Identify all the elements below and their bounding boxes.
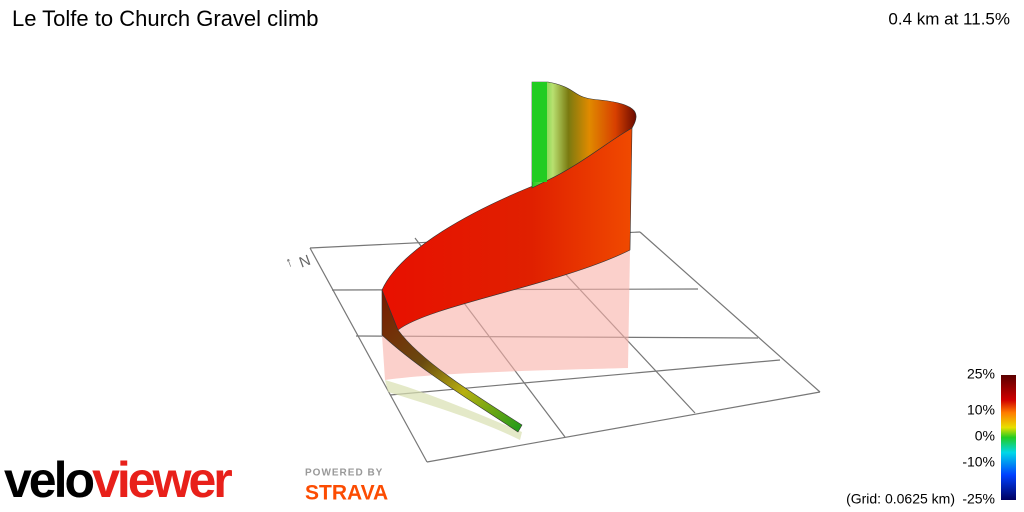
- shadow-tail: [385, 380, 522, 440]
- scale-label: 10%: [967, 402, 995, 418]
- north-label: N: [297, 252, 313, 272]
- scale-label: -10%: [962, 454, 995, 470]
- svg-text:↑: ↑: [283, 253, 295, 270]
- logo-dark: velo: [4, 452, 94, 508]
- scale-label: 0%: [975, 428, 995, 444]
- strava-logo: STRAVA: [305, 482, 388, 505]
- shadow: [382, 250, 630, 380]
- scale-label: -25%: [962, 491, 995, 507]
- logo-red: viewer: [92, 452, 232, 508]
- powered-by: POWERED BY: [305, 468, 383, 479]
- branding: veloviewer POWERED BY STRAVA: [4, 452, 388, 508]
- scale-label: 25%: [967, 366, 995, 382]
- summary: 0.4 km at 11.5%: [888, 9, 1010, 28]
- logo: veloviewer: [4, 452, 232, 508]
- ribbon-top: [531, 81, 637, 189]
- title: Le Tolfe to Church Gravel climb: [12, 6, 319, 31]
- ribbon-start: [532, 82, 547, 182]
- compass: N ↑: [283, 252, 313, 272]
- grid-note: (Grid: 0.0625 km): [846, 491, 955, 507]
- color-bar: [1001, 375, 1016, 500]
- ribbon-lower: [381, 289, 523, 433]
- gradient-scale: 25% 10% 0% -10% -25% (Grid: 0.0625 km): [846, 366, 1016, 507]
